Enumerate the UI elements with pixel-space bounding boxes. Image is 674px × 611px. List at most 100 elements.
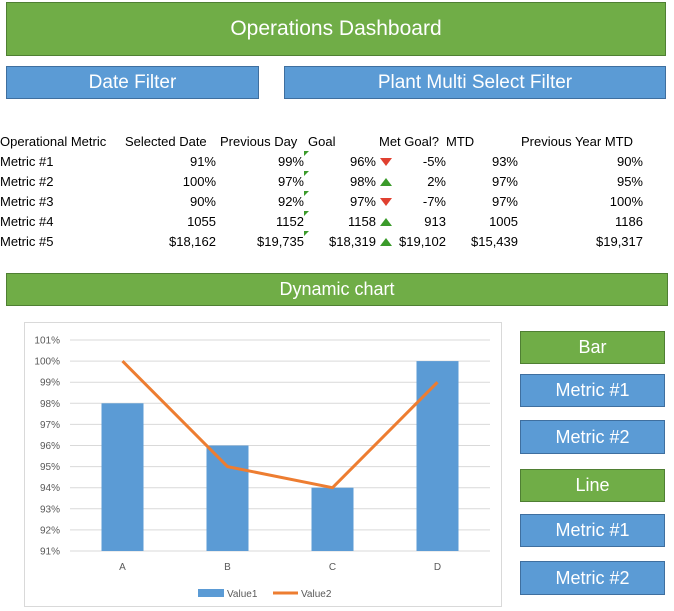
bar-metric-2-button[interactable]: Metric #2	[520, 420, 665, 454]
met-goal-value: $19,102	[399, 233, 446, 249]
mtd-value: $15,439	[471, 233, 518, 249]
date-filter-button[interactable]: Date Filter	[6, 66, 259, 99]
header-previous-day: Previous Day	[220, 133, 298, 149]
goal-value-text: 97%	[349, 193, 376, 209]
met-goal-indicator	[376, 171, 396, 191]
bar-metric-1-button[interactable]: Metric #1	[520, 374, 665, 407]
metric-name-text: Metric #1	[0, 153, 54, 169]
metric-row: Metric #3 90% 92% 97% -7% 97% 100%	[0, 191, 643, 211]
y-tick-label: 97%	[40, 420, 60, 431]
line-metric-1-button[interactable]: Metric #1	[520, 514, 665, 547]
triangle-up-icon	[380, 178, 392, 187]
selected-date-value-text: 90%	[189, 193, 216, 209]
selected-date-value: $18,162	[120, 231, 216, 251]
metric-row: Metric #2 100% 97% 98% 2% 97% 95%	[0, 171, 643, 191]
met-goal-indicator	[376, 211, 396, 231]
line-value2	[121, 360, 439, 490]
previous-year-mtd-value: $19,317	[596, 233, 643, 249]
bar-chart-toggle[interactable]: Bar	[520, 331, 665, 364]
line-chart-toggle[interactable]: Line	[520, 469, 665, 502]
triangle-up-icon	[380, 238, 392, 247]
line-toggle-label: Line	[575, 475, 610, 495]
metric-row: Metric #5 $18,162 $19,735 $18,319 $19,102 $15…	[0, 231, 643, 251]
dynamic-chart-title: Dynamic chart	[279, 279, 395, 299]
selected-date-value: 100%	[120, 171, 216, 191]
metric-name-text: Metric #4	[0, 213, 54, 229]
previous-day-value-text: 99%	[277, 153, 304, 169]
x-tick-label: C	[329, 562, 336, 573]
met-goal-indicator	[376, 151, 396, 171]
metrics-table: Operational Metric Selected Date Previou…	[0, 131, 643, 251]
goal-value-text: $18,319	[329, 233, 376, 249]
legend-value1-label: Value1	[227, 589, 258, 600]
goal-value: 98%	[304, 171, 376, 191]
header-previous-year-mtd: Previous Year MTD	[521, 133, 633, 149]
y-tick-label: 99%	[40, 378, 60, 389]
previous-year-mtd-value: 95%	[616, 173, 643, 189]
comment-flag-icon	[304, 171, 309, 176]
y-tick-label: 98%	[40, 399, 60, 410]
dashboard-title-text: Operations Dashboard	[230, 17, 442, 40]
goal-value: 96%	[304, 151, 376, 171]
y-tick-label: 92%	[40, 525, 60, 536]
selected-date-value-text: 100%	[182, 173, 216, 189]
selected-date-value: 90%	[120, 191, 216, 211]
plant-filter-button[interactable]: Plant Multi Select Filter	[284, 66, 666, 99]
bar-value1-c	[311, 487, 354, 551]
metric-row: Metric #1 91% 99% 96% -5% 93% 90%	[0, 151, 643, 171]
previous-day-value: 1152	[216, 211, 304, 231]
header-mtd: MTD	[446, 133, 475, 149]
triangle-up-icon	[380, 218, 392, 227]
met-goal-indicator	[376, 231, 396, 251]
comment-flag-icon	[304, 231, 309, 236]
goal-value-text: 96%	[349, 153, 376, 169]
selected-date-value: 1055	[120, 211, 216, 231]
plant-filter-label: Plant Multi Select Filter	[377, 71, 573, 93]
legend-value2-label: Value2	[301, 589, 332, 600]
y-tick-label: 94%	[40, 483, 60, 494]
previous-year-mtd-value: 90%	[616, 153, 643, 169]
bar-metric-2-label: Metric #2	[555, 426, 630, 447]
metric-name: Metric #4	[0, 211, 120, 231]
header-operational-metric: Operational Metric	[0, 133, 107, 149]
comment-flag-icon	[304, 211, 309, 216]
previous-day-value: 99%	[216, 151, 304, 171]
met-goal-value: -7%	[422, 193, 446, 209]
met-goal-value: 2%	[427, 173, 446, 189]
x-tick-label: D	[434, 562, 441, 573]
previous-day-value-text: 97%	[277, 173, 304, 189]
line-metric-2-button[interactable]: Metric #2	[520, 561, 665, 595]
previous-day-value: $19,735	[216, 231, 304, 251]
comment-flag-icon	[304, 191, 309, 196]
metric-name-text: Metric #5	[0, 233, 54, 249]
date-filter-label: Date Filter	[88, 71, 177, 93]
mtd-value: 97%	[491, 193, 518, 209]
selected-date-value-text: $18,162	[169, 233, 216, 249]
mtd-value: 97%	[491, 173, 518, 189]
mtd-value: 93%	[491, 153, 518, 169]
chart-area: 91% 92% 93% 94% 95% 96% 97% 98% 99% 100% 101% A B C D V…	[24, 322, 502, 607]
goal-value: 97%	[304, 191, 376, 211]
y-tick-label: 93%	[40, 504, 60, 515]
y-tick-label: 95%	[40, 462, 60, 473]
previous-day-value-text: 92%	[277, 193, 304, 209]
combo-chart: 91% 92% 93% 94% 95% 96% 97% 98% 99% 100% 101% A B C D V…	[34, 336, 490, 600]
goal-value-text: 98%	[349, 173, 376, 189]
comment-flag-icon	[304, 151, 309, 156]
metric-name: Metric #5	[0, 231, 120, 251]
selected-date-value-text: 91%	[189, 153, 216, 169]
previous-day-value: 97%	[216, 171, 304, 191]
metric-row: Metric #4 1055 1152 1158 913 1005 1186	[0, 211, 643, 231]
triangle-down-icon	[380, 158, 392, 167]
bar-toggle-label: Bar	[578, 337, 607, 357]
goal-value: 1158	[304, 211, 376, 231]
previous-year-mtd-value: 1186	[615, 213, 643, 229]
metric-name: Metric #3	[0, 191, 120, 211]
met-goal-value: 913	[424, 213, 446, 229]
met-goal-value: -5%	[422, 153, 446, 169]
metrics-header-row: Operational Metric Selected Date Previou…	[0, 131, 643, 151]
bar-value1-b	[206, 445, 249, 551]
previous-day-value-text: $19,735	[257, 233, 304, 249]
y-tick-label: 96%	[40, 441, 60, 452]
dynamic-chart-header: Dynamic chart	[6, 273, 668, 306]
